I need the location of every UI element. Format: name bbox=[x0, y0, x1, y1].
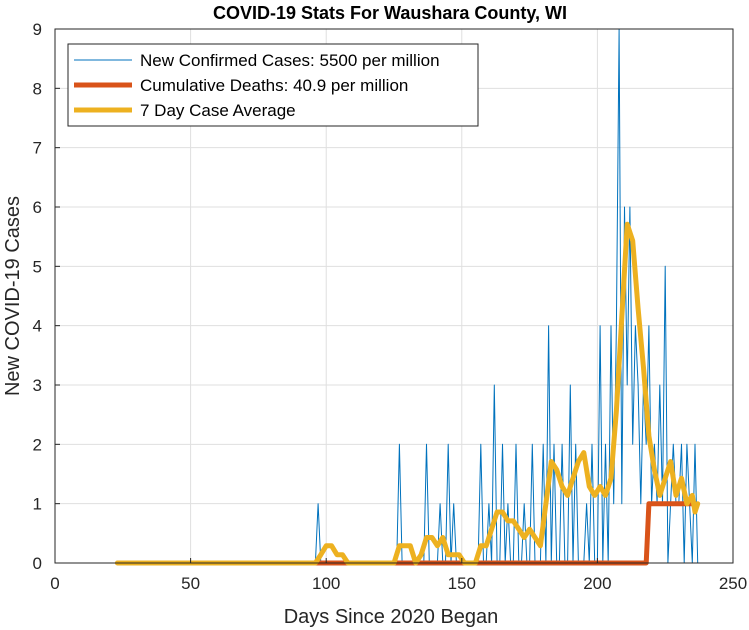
y-tick-label: 1 bbox=[33, 495, 42, 514]
y-tick-label: 2 bbox=[33, 435, 42, 454]
series-line-seven-day-average bbox=[114, 221, 701, 566]
y-tick-label: 4 bbox=[33, 317, 42, 336]
x-tick-label: 100 bbox=[312, 574, 340, 593]
plot-frame bbox=[54, 28, 734, 564]
chart-title: COVID-19 Stats For Waushara County, WI bbox=[213, 3, 567, 23]
x-axis-label: Days Since 2020 Began bbox=[284, 606, 499, 628]
x-tick-label: 0 bbox=[50, 574, 59, 593]
y-tick-label: 3 bbox=[33, 376, 42, 395]
axis-ticks: 0 50 100 150 200 250 0 1 2 3 4 5 6 7 8 9 bbox=[33, 20, 748, 593]
y-tick-label: 0 bbox=[33, 554, 42, 573]
y-tick-label: 5 bbox=[33, 257, 42, 276]
x-tick-label: 200 bbox=[583, 574, 611, 593]
legend-label-new-cases: New Confirmed Cases: 5500 per million bbox=[140, 51, 440, 70]
y-axis-label: New COVID-19 Cases bbox=[2, 196, 24, 396]
x-tick-label: 50 bbox=[181, 574, 200, 593]
legend-label-cumulative-deaths: Cumulative Deaths: 40.9 per million bbox=[140, 76, 408, 95]
x-tick-label: 250 bbox=[719, 574, 747, 593]
x-tick-label: 150 bbox=[448, 574, 476, 593]
y-tick-label: 7 bbox=[33, 139, 42, 158]
series-line-new-cases bbox=[116, 28, 699, 564]
y-tick-label: 9 bbox=[33, 20, 42, 39]
y-tick-label: 6 bbox=[33, 198, 42, 217]
legend-box bbox=[67, 43, 479, 127]
legend-label-seven-day-average: 7 Day Case Average bbox=[140, 101, 296, 120]
legend: New Confirmed Cases: 5500 per million Cu… bbox=[67, 43, 479, 127]
y-tick-label: 8 bbox=[33, 79, 42, 98]
